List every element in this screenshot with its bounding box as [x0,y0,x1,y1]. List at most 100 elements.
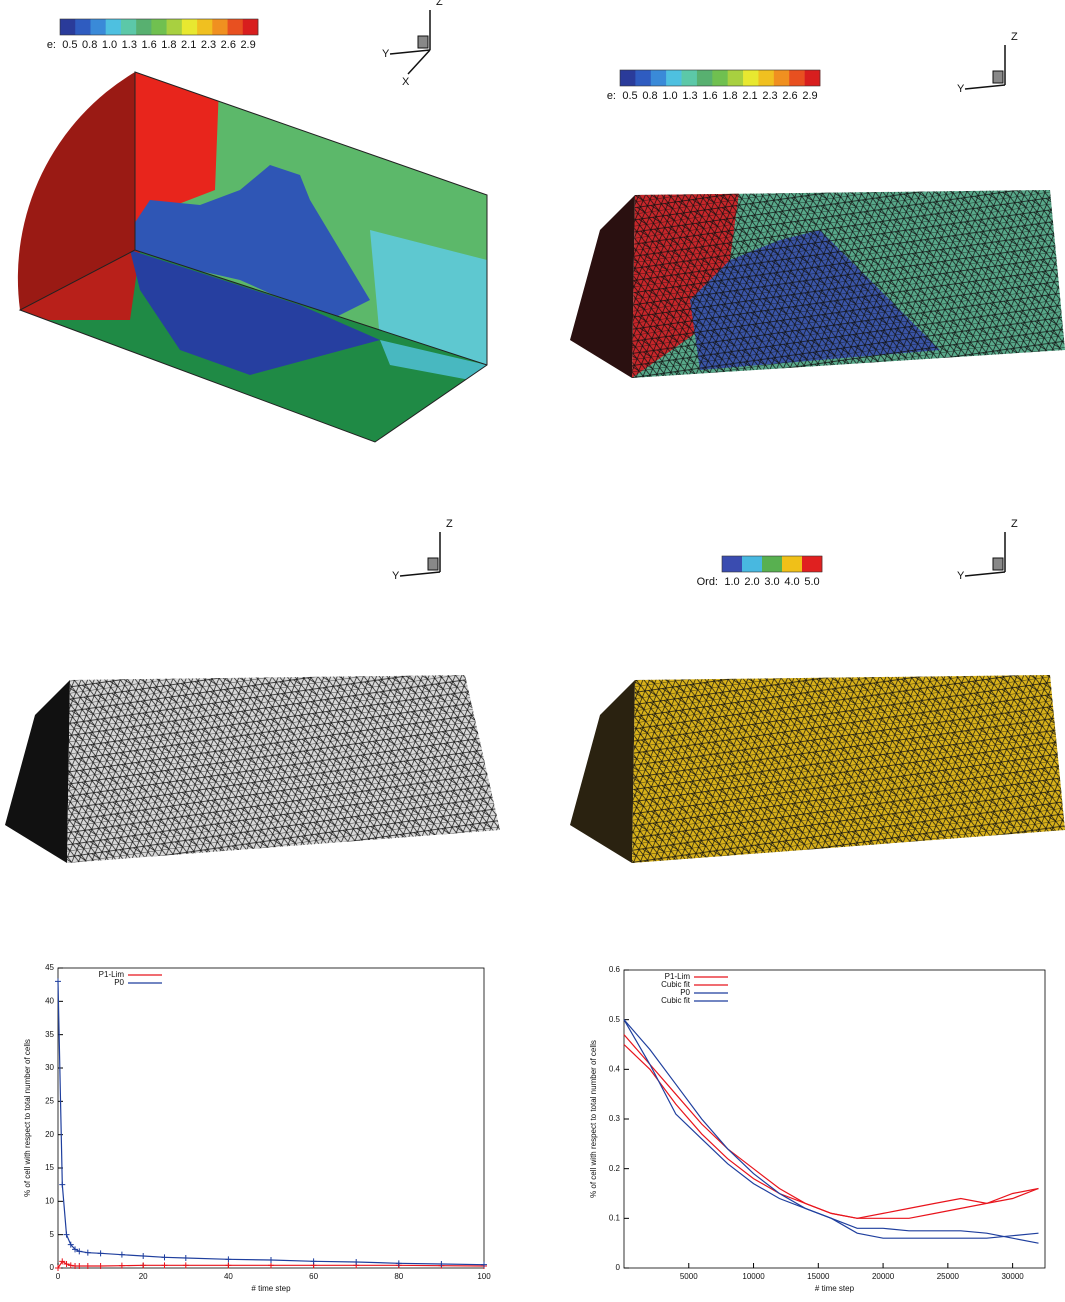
triad-axis [408,50,430,74]
point-marker [119,1252,125,1258]
colorbar-swatch [228,19,244,35]
x-tick-label: 100 [477,1272,491,1281]
y-tick-label: 30 [45,1063,54,1072]
y-tick-label: 0.5 [609,1015,621,1024]
colorbar-tick-label: 1.0 [662,90,677,102]
colorbar-swatch [802,556,822,572]
colorbar-tick-label: 1.6 [141,39,156,51]
colorbar-tick-label: 4.0 [784,576,799,588]
point-marker [59,1258,65,1264]
colorbar-tick-label: 2.1 [742,90,757,102]
triad-label: Y [392,570,400,582]
triad-label: Y [382,48,390,60]
colorbar-tick-label: 1.6 [702,90,717,102]
colorbar-swatch [106,19,122,35]
triad-label: Z [1011,31,1018,43]
colorbar-tick-label: 1.8 [722,90,737,102]
point-marker [68,1262,74,1268]
x-axis-label: # time step [251,1284,291,1293]
colorbar-tick-label: 1.0 [724,576,739,588]
triad-axis [965,572,1005,576]
y-tick-label: 0.2 [609,1164,621,1173]
triad-label: Z [1011,518,1018,530]
y-tick-label: 0.4 [609,1064,621,1073]
y-tick-label: 40 [45,996,54,1005]
colorbar-swatch [75,19,91,35]
point-marker [268,1257,274,1263]
colorbar-label: Ord: [697,576,718,588]
point-marker [311,1258,317,1264]
colorbar-swatch [682,70,698,86]
x-tick-label: 25000 [937,1272,960,1281]
colorbar-swatch [212,19,228,35]
colorbar-swatch [697,70,713,86]
colorbar-label: e: [607,90,616,102]
triad-label: Y [957,83,965,95]
colorbar-tick-label: 0.8 [82,39,97,51]
colorbar-tick-label: 2.9 [240,39,255,51]
colorbar-tick-label: 2.1 [181,39,196,51]
point-marker [59,1182,65,1188]
colorbar-tick-label: 2.6 [782,90,797,102]
colorbar-swatch [90,19,106,35]
colorbar-swatch [743,70,759,86]
series-line [624,1035,1039,1219]
x-tick-label: 80 [394,1272,403,1281]
triad-label: Z [446,518,453,530]
y-tick-label: 0.3 [609,1114,621,1123]
colorbar-tick-label: 2.0 [744,576,759,588]
colorbar-tick-label: 2.6 [221,39,236,51]
colorbar-tick-label: 0.8 [642,90,657,102]
x-tick-label: 20000 [872,1272,895,1281]
triad-cube [993,558,1003,570]
colorbar-tick-label: 0.5 [62,39,77,51]
panel-3d-mesh-order [570,675,1065,863]
y-tick-label: 10 [45,1196,54,1205]
triad-cube [418,36,428,48]
colorbar-swatch [651,70,667,86]
triad-label: Y [957,570,965,582]
colorbar-swatch [762,556,782,572]
plot-frame [58,968,484,1268]
y-axis-label: % of cell with respect to total number o… [23,1039,32,1197]
point-marker [140,1253,146,1259]
point-marker [140,1262,146,1268]
point-marker [268,1262,274,1268]
panel-3d-mesh-solution [570,185,1065,385]
y-tick-label: 20 [45,1130,54,1139]
y-axis-label: % of cell with respect to total number o… [589,1040,598,1198]
plot-frame [624,970,1045,1268]
colorbar-label: e: [47,39,56,51]
colorbar-tick-label: 0.5 [622,90,637,102]
colorbar-swatch [722,556,742,572]
y-tick-label: 0 [50,1263,55,1272]
colorbar-swatch [805,70,821,86]
triad-axis [965,85,1005,89]
y-tick-label: 35 [45,1030,54,1039]
x-tick-label: 30000 [1001,1272,1024,1281]
y-tick-label: 45 [45,963,54,972]
triad-axis [400,572,440,576]
series-line [58,981,484,1264]
y-tick-label: 5 [50,1230,55,1239]
colorbar-swatch [635,70,651,86]
panel-3d-solution [15,60,495,450]
series-line [624,1045,1039,1219]
colorbar-swatch [121,19,137,35]
colorbar-swatch [197,19,213,35]
colorbar-swatch [712,70,728,86]
colorbar-swatch [666,70,682,86]
point-marker [183,1262,189,1268]
legend-label: Cubic fit [661,996,691,1005]
colorbar-swatch [728,70,744,86]
colorbar-swatch [167,19,183,35]
triad-cube [993,71,1003,83]
point-marker [64,1261,70,1267]
colorbar-tick-label: 2.3 [762,90,777,102]
colorbar-tick-label: 3.0 [764,576,779,588]
point-marker [183,1255,189,1261]
colorbar-swatch [136,19,152,35]
point-marker [162,1262,168,1268]
point-marker [85,1250,91,1256]
